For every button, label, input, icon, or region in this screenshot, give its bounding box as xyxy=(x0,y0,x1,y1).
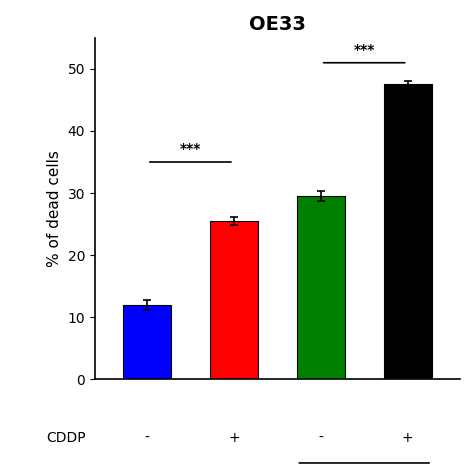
Text: ***: *** xyxy=(354,43,375,56)
Text: +: + xyxy=(402,431,413,445)
Y-axis label: % of dead cells: % of dead cells xyxy=(47,150,62,267)
Bar xyxy=(384,84,431,379)
Text: -: - xyxy=(145,431,149,445)
Text: ***: *** xyxy=(180,142,201,156)
Bar xyxy=(297,196,345,379)
Bar xyxy=(123,305,171,379)
Text: +: + xyxy=(228,431,240,445)
Title: OE33: OE33 xyxy=(249,15,306,34)
Bar xyxy=(210,221,258,379)
Text: -: - xyxy=(319,431,323,445)
Text: CDDP: CDDP xyxy=(46,431,86,445)
